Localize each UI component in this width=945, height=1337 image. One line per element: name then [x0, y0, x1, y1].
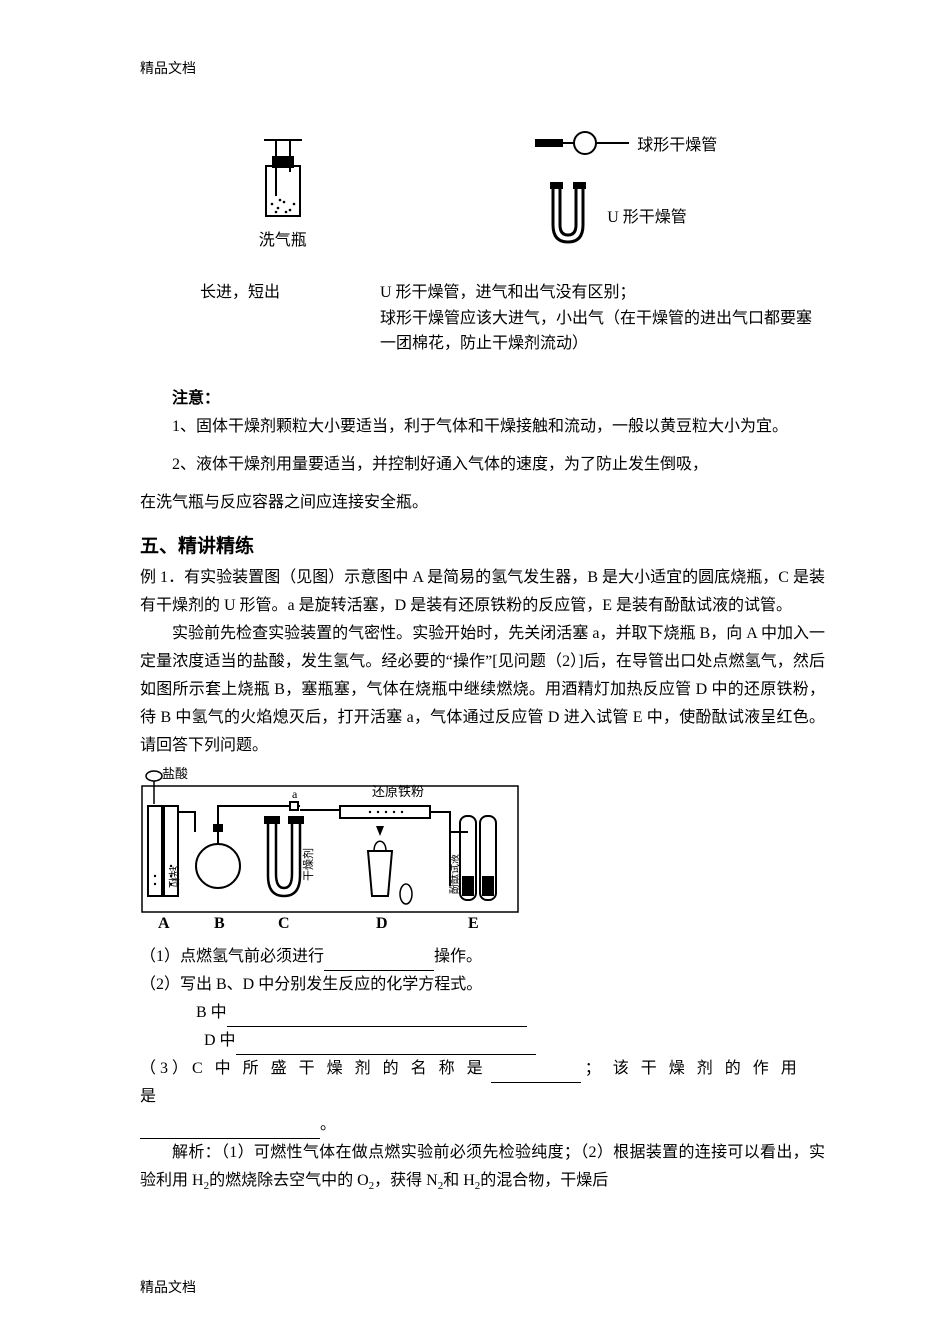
u-tube-icon	[533, 180, 603, 250]
svg-text:A: A	[158, 915, 170, 932]
svg-text:干燥剂: 干燥剂	[301, 848, 315, 881]
example-1a: 例 1．有实验装置图（见图）示意图中 A 是简易的氢气发生器，B 是大小适宜的圆…	[140, 564, 825, 620]
note-right: U 形干燥管，进气和出气没有区别； 球形干燥管应该大进气，小出气（在干燥管的进出…	[380, 280, 825, 357]
svg-text:C: C	[278, 915, 290, 932]
svg-text:酚酞试液: 酚酞试液	[448, 854, 461, 894]
note-right-line1: U 形干燥管，进气和出气没有区别；	[380, 280, 825, 306]
note-right-line2: 球形干燥管应该大进气，小出气（在干燥管的进出气口都要塞一团棉花，防止干燥剂流动）	[380, 306, 825, 357]
question-1: （1）点燃氢气前必须进行 操作。	[140, 943, 825, 971]
section-title: 五、精讲精练	[140, 531, 825, 558]
q1-text-b: 操作。	[434, 948, 482, 965]
analysis: 解析：（1）可燃性气体在做点燃实验前必须先检验纯度；（2）根据装置的连接可以看出…	[140, 1139, 825, 1196]
q1-blank[interactable]	[324, 954, 434, 971]
attention-2b: 在洗气瓶与反应容器之间应连接安全瓶。	[140, 489, 825, 517]
analysis-e: 的混合物，干燥后	[480, 1172, 608, 1189]
experiment-apparatus-icon: 盐酸 锌粒	[140, 766, 520, 936]
label-hcl: 盐酸	[162, 766, 188, 781]
svg-text:D: D	[376, 915, 388, 932]
page-header: 精品文档	[140, 58, 825, 78]
analysis-c: ，获得 N	[374, 1172, 438, 1189]
wash-bottle-diagram: 洗气瓶	[248, 136, 318, 250]
analysis-d: 和 H	[443, 1172, 475, 1189]
question-2: （2）写出 B、D 中分别发生反应的化学方程式。	[140, 971, 825, 999]
apparatus-B	[196, 824, 240, 888]
ball-tube-label: 球形干燥管	[637, 131, 717, 155]
q2b-blank[interactable]	[227, 1010, 527, 1027]
example-1b: 实验前先检查实验装置的气密性。实验开始时，先关闭活塞 a，并取下烧瓶 B，向 A…	[140, 620, 825, 760]
q1-text-a: （1）点燃氢气前必须进行	[140, 948, 324, 965]
u-tube-label: U 形干燥管	[607, 203, 687, 227]
q3-blank-1[interactable]	[491, 1066, 581, 1083]
page-footer: 精品文档	[140, 1277, 196, 1297]
svg-text:E: E	[468, 915, 479, 932]
note-row: 长进，短出 U 形干燥管，进气和出气没有区别； 球形干燥管应该大进气，小出气（在…	[200, 280, 825, 357]
svg-text:a: a	[292, 787, 298, 801]
u-tube-diagram: U 形干燥管	[533, 180, 717, 250]
ball-tube-diagram: 球形干燥管	[533, 128, 717, 158]
svg-text:还原铁粉: 还原铁粉	[372, 784, 424, 799]
analysis-b: 的燃烧除去空气中的 O	[209, 1172, 369, 1189]
q3-blank-2[interactable]	[140, 1122, 320, 1139]
ball-tube-icon	[533, 128, 633, 158]
note-left: 长进，短出	[200, 280, 380, 357]
q2b-label: B 中	[196, 1004, 227, 1021]
question-3c: 。	[140, 1111, 825, 1139]
svg-text:锌粒: 锌粒	[167, 866, 181, 888]
apparatus-D: 还原铁粉	[340, 784, 430, 904]
q3-text-c: 。	[320, 1116, 336, 1133]
diagram-row: 洗气瓶 球形干燥管 U 形干燥管	[140, 128, 825, 250]
question-2b: B 中	[140, 999, 825, 1027]
apparatus-C: 干燥剂	[264, 816, 315, 896]
attention-2a: 2、液体干燥剂用量要适当，并控制好通入气体的速度，为了防止发生倒吸，	[140, 451, 825, 479]
experiment-diagram: 盐酸 锌粒	[140, 766, 825, 941]
attention-1: 1、固体干燥剂颗粒大小要适当，利于气体和干燥接触和流动，一般以黄豆粒大小为宜。	[140, 413, 825, 441]
question-2d: D 中	[140, 1027, 825, 1055]
apparatus-E: 酚酞试液	[448, 816, 496, 900]
attention-title: 注意：	[140, 385, 825, 413]
wash-bottle-label: 洗气瓶	[259, 226, 307, 250]
q2d-label: D 中	[204, 1032, 236, 1049]
q2d-blank[interactable]	[236, 1038, 536, 1055]
svg-text:B: B	[214, 915, 225, 932]
q3-text-a: （3）C 中 所 盛 干 燥 剂 的 名 称 是	[140, 1060, 487, 1077]
question-3: （3）C 中 所 盛 干 燥 剂 的 名 称 是 ； 该 干 燥 剂 的 作 用…	[140, 1055, 825, 1111]
apparatus-A: 锌粒	[148, 806, 181, 896]
wash-bottle-icon	[248, 136, 318, 226]
